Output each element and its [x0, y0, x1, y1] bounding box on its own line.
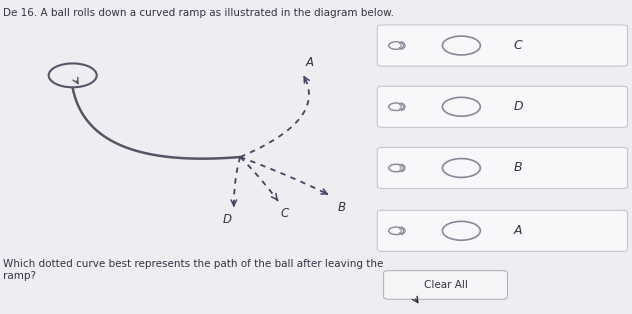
Text: C: C [514, 39, 523, 52]
Text: De 16. A ball rolls down a curved ramp as illustrated in the diagram below.: De 16. A ball rolls down a curved ramp a… [3, 8, 394, 18]
Text: A: A [306, 56, 313, 69]
Text: D: D [223, 213, 232, 226]
FancyBboxPatch shape [377, 148, 628, 188]
Text: B: B [514, 161, 523, 175]
Text: C: C [280, 207, 289, 220]
FancyBboxPatch shape [384, 271, 507, 299]
Text: Clear All: Clear All [423, 280, 468, 290]
Text: A: A [514, 224, 523, 237]
FancyBboxPatch shape [377, 86, 628, 127]
Text: D: D [513, 100, 523, 113]
FancyBboxPatch shape [377, 25, 628, 66]
FancyBboxPatch shape [377, 210, 628, 251]
Text: B: B [337, 201, 345, 214]
Text: Which dotted curve best represents the path of the ball after leaving the
ramp?: Which dotted curve best represents the p… [3, 259, 384, 281]
